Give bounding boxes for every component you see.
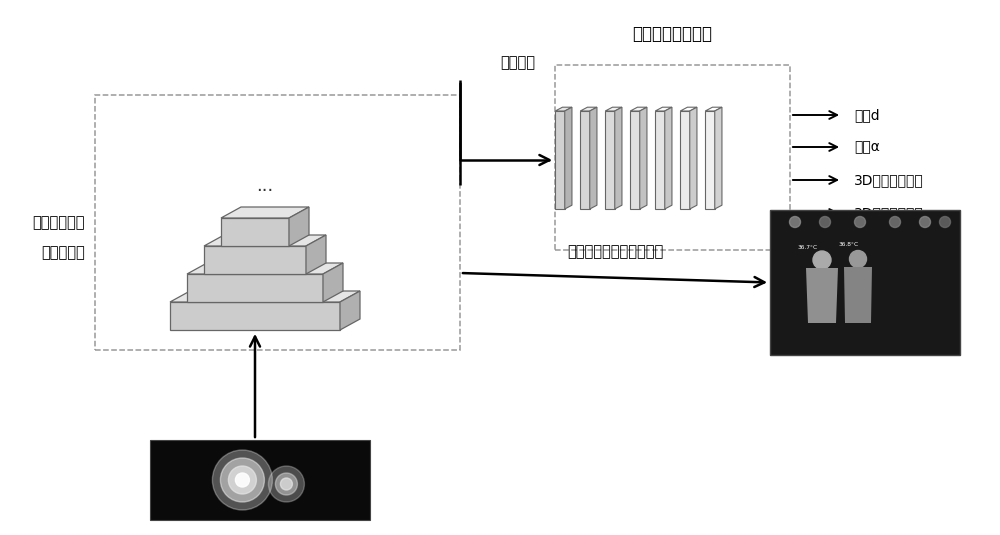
Polygon shape <box>680 111 690 209</box>
Text: 3D框中心点信息: 3D框中心点信息 <box>854 206 924 220</box>
Text: 36.8°C: 36.8°C <box>838 242 858 247</box>
Polygon shape <box>705 111 715 209</box>
Polygon shape <box>705 107 722 111</box>
Polygon shape <box>555 107 572 111</box>
Circle shape <box>890 217 900 227</box>
Polygon shape <box>630 111 640 209</box>
Bar <box>770 210 960 355</box>
Polygon shape <box>340 291 360 330</box>
Polygon shape <box>615 107 622 209</box>
Circle shape <box>280 478 292 490</box>
Polygon shape <box>170 291 360 302</box>
Polygon shape <box>590 107 597 209</box>
Polygon shape <box>806 268 838 323</box>
Circle shape <box>212 450 272 510</box>
Polygon shape <box>323 263 343 302</box>
Polygon shape <box>690 107 697 209</box>
Circle shape <box>790 217 800 227</box>
Polygon shape <box>204 246 306 274</box>
Text: 三维信息估计模块: 三维信息估计模块 <box>633 25 712 43</box>
Bar <box>555 65 790 250</box>
Polygon shape <box>221 218 289 246</box>
Text: 角度α: 角度α <box>854 140 880 154</box>
Circle shape <box>220 458 264 502</box>
Text: 获取人脸位置及温度信息: 获取人脸位置及温度信息 <box>567 244 663 259</box>
Text: :: : <box>705 143 709 152</box>
Polygon shape <box>170 302 340 330</box>
Text: 深层提取: 深层提取 <box>500 55 535 70</box>
Polygon shape <box>844 267 872 323</box>
Polygon shape <box>580 107 597 111</box>
Bar <box>95 95 460 350</box>
Polygon shape <box>680 107 697 111</box>
Polygon shape <box>580 111 590 209</box>
Text: 36.7°C: 36.7°C <box>798 245 818 250</box>
Polygon shape <box>640 107 647 209</box>
Circle shape <box>854 217 866 227</box>
Bar <box>150 440 370 520</box>
Polygon shape <box>187 274 323 302</box>
Polygon shape <box>221 207 309 218</box>
Text: ...: ... <box>256 177 274 195</box>
Circle shape <box>228 466 256 494</box>
Circle shape <box>275 473 297 495</box>
Polygon shape <box>555 111 565 209</box>
Circle shape <box>820 217 830 227</box>
Circle shape <box>920 217 930 227</box>
Polygon shape <box>605 107 622 111</box>
Circle shape <box>235 473 249 487</box>
Polygon shape <box>187 263 343 274</box>
Text: 红外特征提取: 红外特征提取 <box>32 215 85 230</box>
Text: :: : <box>705 156 709 164</box>
Text: 及检测模块: 及检测模块 <box>41 245 85 260</box>
Text: 深度d: 深度d <box>854 108 880 122</box>
Polygon shape <box>665 107 672 209</box>
Polygon shape <box>605 111 615 209</box>
Polygon shape <box>655 111 665 209</box>
Polygon shape <box>715 107 722 209</box>
Polygon shape <box>630 107 647 111</box>
Text: 3D框长宽高信息: 3D框长宽高信息 <box>854 173 924 187</box>
Polygon shape <box>565 107 572 209</box>
Circle shape <box>850 250 866 268</box>
Polygon shape <box>289 207 309 246</box>
Polygon shape <box>655 107 672 111</box>
Polygon shape <box>306 235 326 274</box>
Circle shape <box>813 251 831 269</box>
Text: :: : <box>705 167 709 177</box>
Circle shape <box>268 466 304 502</box>
Polygon shape <box>204 235 326 246</box>
Circle shape <box>939 217 950 227</box>
